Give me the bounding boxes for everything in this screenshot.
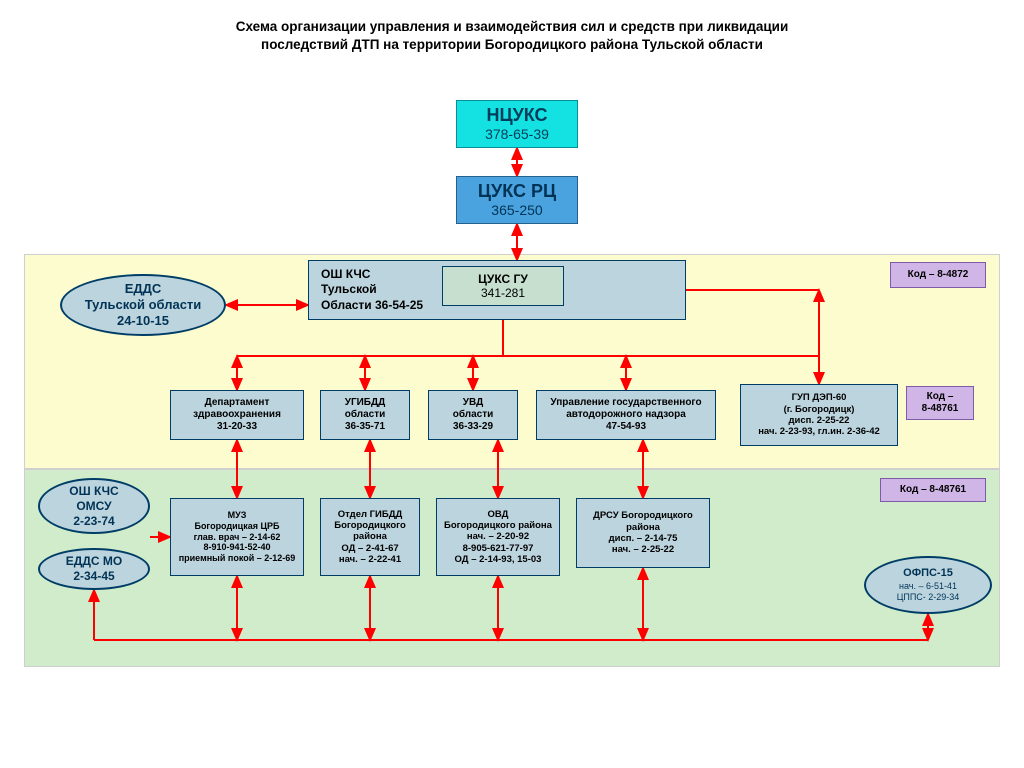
code1-text: Код – 8-4872 bbox=[908, 269, 969, 281]
box-cuks-rc: ЦУКС РЦ 365-250 bbox=[456, 176, 578, 224]
box-muz: МУЗ Богородицкая ЦРБ глав. врач – 2-14-6… bbox=[170, 498, 304, 576]
box-code2: Код – 8-48761 bbox=[906, 386, 974, 420]
box-gup-dep60: ГУП ДЭП-60 (г. Богородицк) дисп. 2-25-22… bbox=[740, 384, 898, 446]
box-drsu: ДРСУ Богородицкого района дисп. – 2-14-7… bbox=[576, 498, 710, 568]
box-ovd: ОВД Богородицкого района нач. – 2-20-92 … bbox=[436, 498, 560, 576]
box-code1: Код – 8-4872 bbox=[890, 262, 986, 288]
cuks-gu-phone: 341-281 bbox=[481, 286, 525, 300]
ellipse-edds-mo: ЕДДС МО 2-34-45 bbox=[38, 548, 150, 590]
edds-oblast-l1: ЕДДС bbox=[125, 281, 162, 297]
ncuks-phone: 378-65-39 bbox=[485, 126, 549, 143]
box-cuks-gu: ЦУКС ГУ 341-281 bbox=[442, 266, 564, 306]
ellipse-ofps15: ОФПС-15 нач. – 6-51-41 ЦППС- 2-29-34 bbox=[864, 556, 992, 614]
box-otdel-gibdd: Отдел ГИБДД Богородицкого района ОД – 2-… bbox=[320, 498, 420, 576]
osh-label: ОШ КЧС Тульской Области 36-54-25 bbox=[313, 263, 431, 318]
box-ncuks: НЦУКС 378-65-39 bbox=[456, 100, 578, 148]
title-line1: Схема организации управления и взаимодей… bbox=[236, 19, 789, 34]
box-dept-health: Департамент здравоохранения 31-20-33 bbox=[170, 390, 304, 440]
title-line2: последствий ДТП на территории Богородицк… bbox=[261, 37, 763, 52]
cuks-rc-label: ЦУКС РЦ bbox=[478, 181, 556, 203]
box-code3: Код – 8-48761 bbox=[880, 478, 986, 502]
cuks-gu-label: ЦУКС ГУ bbox=[478, 272, 528, 286]
ncuks-label: НЦУКС bbox=[486, 105, 547, 127]
cuks-rc-phone: 365-250 bbox=[491, 202, 542, 219]
ellipse-osh-omsu: ОШ КЧС ОМСУ 2-23-74 bbox=[38, 478, 150, 534]
box-uvd: УВД области 36-33-29 bbox=[428, 390, 518, 440]
box-ugibdd: УГИБДД области 36-35-71 bbox=[320, 390, 410, 440]
page-title: Схема организации управления и взаимодей… bbox=[0, 18, 1024, 54]
box-uprnadz: Управление государственного автодорожног… bbox=[536, 390, 716, 440]
edds-oblast-l3: 24-10-15 bbox=[117, 313, 169, 329]
ellipse-edds-oblast: ЕДДС Тульской области 24-10-15 bbox=[60, 274, 226, 336]
edds-oblast-l2: Тульской области bbox=[85, 297, 202, 313]
